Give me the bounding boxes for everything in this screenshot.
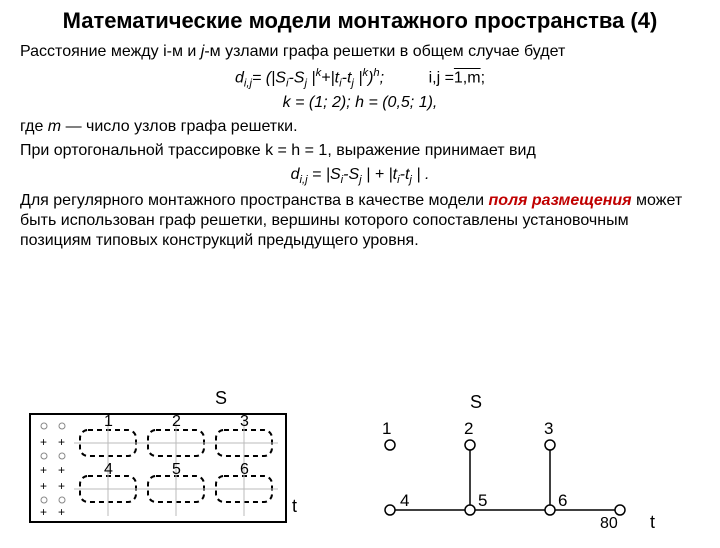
f1-rsemi: ; (481, 70, 485, 87)
svg-text:3: 3 (240, 413, 249, 430)
figure-left: S t + + + + + + + + (20, 390, 320, 540)
p1-a: Расстояние между і-м и (20, 43, 201, 60)
para-2: где m — число узлов графа решетки. (20, 117, 700, 137)
svg-text:+: + (58, 463, 65, 477)
f3-mid: | + | (362, 166, 393, 183)
fr-labels: 1 2 3 4 5 6 (382, 419, 567, 510)
svg-text:+: + (58, 479, 65, 493)
fr-nodes (385, 440, 625, 515)
page-number: 80 (600, 515, 618, 532)
fl-axis-t: t (292, 496, 297, 516)
p4-a: Для регулярного монтажного пространства … (20, 192, 489, 209)
p1-c: -м узлами графа решетки в общем случае б… (204, 43, 565, 60)
f1-S1: S (275, 70, 286, 87)
fl-pins: + + + + + + + + (40, 423, 65, 519)
f1-mid: = (| (252, 70, 275, 87)
f3-sub: і,j (300, 174, 308, 186)
para-4: Для регулярного монтажного пространства … (20, 191, 700, 251)
svg-text:+: + (40, 435, 47, 449)
f2-text: k = (1; 2); h = (0,5; 1), (283, 94, 438, 111)
f1-sub: і,j (244, 78, 252, 90)
p2-m: m (48, 118, 61, 135)
svg-text:+: + (58, 505, 65, 519)
formula-2: k = (1; 2); h = (0,5; 1), (20, 93, 700, 113)
svg-text:+: + (40, 479, 47, 493)
p2-b: — число узлов графа решетки. (61, 118, 297, 135)
para-1: Расстояние между і-м и j-м узлами графа … (20, 42, 700, 62)
f1-d: d (235, 70, 244, 87)
svg-text:2: 2 (464, 419, 473, 438)
fr-edges (390, 445, 620, 510)
figure-right: S t 1 2 (360, 390, 660, 540)
p4-highlight: поля размещения (489, 192, 632, 209)
f3-S2: S (348, 166, 359, 183)
svg-text:5: 5 (478, 491, 487, 510)
f1-right: i,j = (429, 70, 454, 87)
slide-title: Математические модели монтажного простра… (40, 8, 680, 34)
fr-axis-t: t (650, 512, 655, 532)
svg-text:6: 6 (240, 461, 249, 478)
f3-end: | . (412, 166, 430, 183)
f3-S1: S (330, 166, 341, 183)
fl-axis-s: S (215, 390, 227, 408)
f1-S2: S (294, 70, 305, 87)
svg-text:5: 5 (172, 461, 181, 478)
f1-pipe1: | (307, 70, 316, 87)
svg-text:+: + (40, 463, 47, 477)
f1-close: | (354, 70, 363, 87)
fr-axis-s: S (470, 392, 482, 412)
p2-a: где (20, 118, 48, 135)
svg-text:4: 4 (400, 491, 409, 510)
f1-plus: +| (321, 70, 335, 87)
svg-text:2: 2 (172, 413, 181, 430)
formula-3: dі,j = |Si-Sj | + |ti-tj | . (20, 165, 700, 187)
svg-text:1: 1 (104, 413, 113, 430)
f3-d: d (291, 166, 300, 183)
slide-content: Расстояние между і-м и j-м узлами графа … (0, 42, 720, 251)
svg-text:+: + (40, 505, 47, 519)
formula-1: dі,j= (|Si-Sj |k+|ti-tj |k)h; i,j =1,m; (20, 66, 700, 91)
f1-semi: ; (380, 70, 384, 87)
svg-text:1: 1 (382, 419, 391, 438)
f1-range: 1,m (454, 70, 481, 87)
svg-text:6: 6 (558, 491, 567, 510)
para-3: При ортогональной трассировке k = h = 1,… (20, 141, 700, 161)
svg-text:3: 3 (544, 419, 553, 438)
f3-eq: = | (308, 166, 330, 183)
svg-text:4: 4 (104, 461, 113, 478)
svg-text:+: + (58, 435, 65, 449)
